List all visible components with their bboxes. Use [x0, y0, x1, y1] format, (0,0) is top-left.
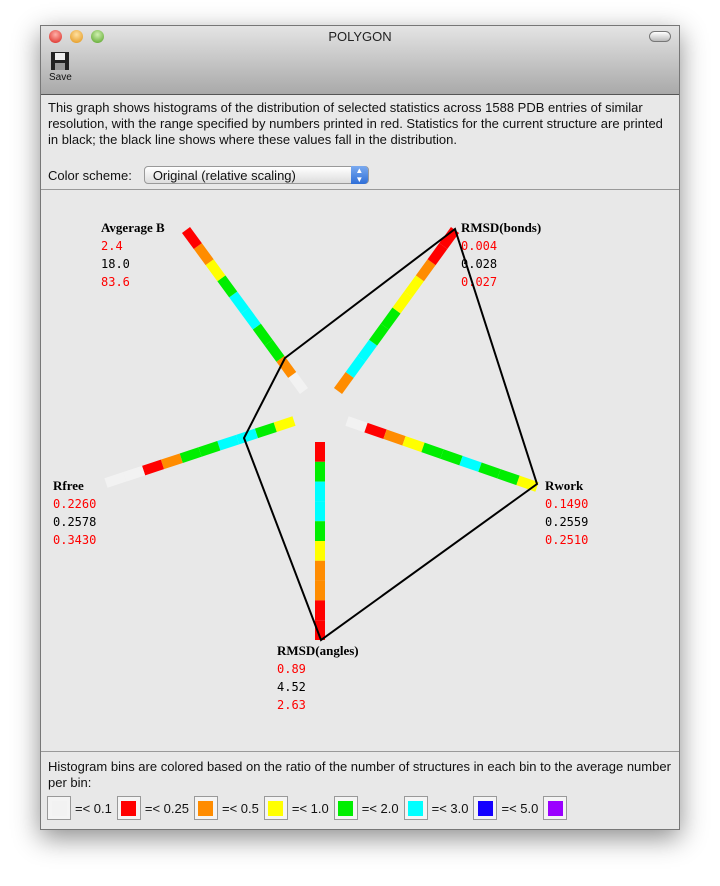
- legend-swatch: [333, 796, 358, 820]
- legend-label: =< 3.0: [431, 800, 469, 816]
- color-scheme-label: Color scheme:: [48, 167, 132, 183]
- axis-current-value: 4.52: [277, 680, 306, 694]
- histogram-bin: [427, 243, 448, 266]
- legend-label: =< 0.25: [144, 800, 189, 816]
- histogram-bin: [276, 355, 297, 378]
- axis-name: Avgerage B: [101, 220, 165, 235]
- histogram-bin: [288, 371, 309, 394]
- axis-max-value: 2.63: [277, 698, 306, 712]
- histogram-bin: [217, 434, 240, 451]
- axis-current-value: 0.2578: [53, 515, 96, 529]
- legend-swatch: [403, 796, 428, 820]
- axis-min-value: 2.4: [101, 239, 123, 253]
- histogram-bin: [345, 355, 366, 378]
- description-text: This graph shows histograms of the distr…: [48, 100, 663, 147]
- current-structure-polygon: [242, 227, 539, 642]
- color-scheme-value: Original (relative scaling): [152, 168, 296, 183]
- histogram-bin: [357, 339, 378, 362]
- axis-max-value: 0.027: [461, 275, 497, 289]
- histogram-bin: [415, 259, 436, 282]
- axis-min-value: 0.89: [277, 662, 306, 676]
- zoom-button[interactable]: [91, 30, 104, 43]
- legend-text: Histogram bins are colored based on the …: [48, 759, 671, 790]
- histogram-bin: [104, 472, 127, 488]
- select-arrows-icon: ▲ ▼: [350, 166, 368, 184]
- axis-current-value: 18.0: [101, 257, 130, 271]
- histogram-bin: [345, 416, 368, 433]
- legend-swatches: =< 0.1 =< 0.25 =< 0.5 =< 1.0 =< 2.0 =< 3.0 =< …: [47, 796, 679, 820]
- minimize-button[interactable]: [70, 30, 83, 43]
- histogram-bin: [392, 291, 413, 314]
- axis-name: RMSD(angles): [277, 643, 359, 658]
- histogram-bin: [364, 422, 387, 439]
- axis-current-value: 0.028: [461, 257, 497, 271]
- histogram-bin: [421, 442, 444, 459]
- histogram-bin: [142, 459, 164, 476]
- histogram-bin: [497, 469, 520, 486]
- axis-min-value: 0.2260: [53, 497, 96, 511]
- axis-current-value: 0.2559: [545, 515, 588, 529]
- histogram-bin: [160, 453, 183, 470]
- histogram-bin: [181, 227, 202, 250]
- histogram-bin: [252, 323, 273, 346]
- histogram-bin: [217, 275, 238, 298]
- legend-label: =< 0.5: [221, 800, 259, 816]
- histogram-bin: [383, 429, 406, 446]
- description-panel: This graph shows histograms of the distr…: [41, 94, 679, 190]
- polygon-window: POLYGON Save This graph shows histograms…: [40, 25, 680, 830]
- histogram-bin: [240, 307, 261, 330]
- legend-swatch: [263, 796, 288, 820]
- histogram-bin: [264, 339, 285, 362]
- histogram-bin: [193, 243, 214, 266]
- axis-max-value: 0.3430: [53, 533, 96, 547]
- legend-swatch: [47, 796, 71, 820]
- histogram-bin: [273, 416, 296, 432]
- legend-swatch: [473, 796, 498, 820]
- histogram-bin: [229, 291, 250, 314]
- legend-label: =< 2.0: [361, 800, 399, 816]
- window-title: POLYGON: [328, 29, 392, 44]
- axis-name: Rfree: [53, 478, 84, 493]
- axis-min-value: 0.1490: [545, 497, 588, 511]
- histogram-bin: [404, 275, 424, 298]
- histogram-bin: [440, 449, 463, 466]
- legend-swatch: [193, 796, 218, 820]
- axis-max-value: 0.2510: [545, 533, 588, 547]
- histogram-bin: [254, 422, 277, 439]
- toolbar-toggle-button[interactable]: [649, 31, 671, 42]
- legend-label: =< 1.0: [291, 800, 329, 816]
- histogram-bin: [478, 462, 501, 479]
- color-scheme-select[interactable]: Original (relative scaling) ▲ ▼: [143, 166, 369, 184]
- histogram-bin: [380, 307, 401, 330]
- save-label: Save: [49, 72, 72, 83]
- axis-min-value: 0.004: [461, 239, 497, 253]
- axis-name: RMSD(bonds): [461, 220, 541, 235]
- histogram-bin: [402, 436, 425, 453]
- axis-name: Rwork: [545, 478, 584, 493]
- legend-swatch: [543, 796, 568, 820]
- legend-panel: Histogram bins are colored based on the …: [41, 751, 679, 832]
- histogram-bin: [123, 465, 146, 482]
- save-button[interactable]: Save: [49, 50, 72, 83]
- axis-max-value: 83.6: [101, 275, 130, 289]
- legend-label: =< 0.1: [75, 800, 112, 816]
- histogram-bin: [459, 455, 482, 472]
- legend-label: =< 5.0: [501, 800, 539, 816]
- histogram-bin: [236, 428, 258, 445]
- floppy-disk-icon: [51, 52, 70, 70]
- histogram-bin: [205, 259, 226, 282]
- histogram-bin: [179, 447, 202, 463]
- histogram-bin: [369, 323, 389, 346]
- legend-swatch: [116, 796, 141, 820]
- histogram-bin: [333, 371, 354, 394]
- histogram-bin: [439, 227, 460, 250]
- close-button[interactable]: [49, 30, 62, 43]
- title-toolbar: POLYGON Save: [41, 26, 679, 95]
- histogram-bin: [198, 441, 221, 457]
